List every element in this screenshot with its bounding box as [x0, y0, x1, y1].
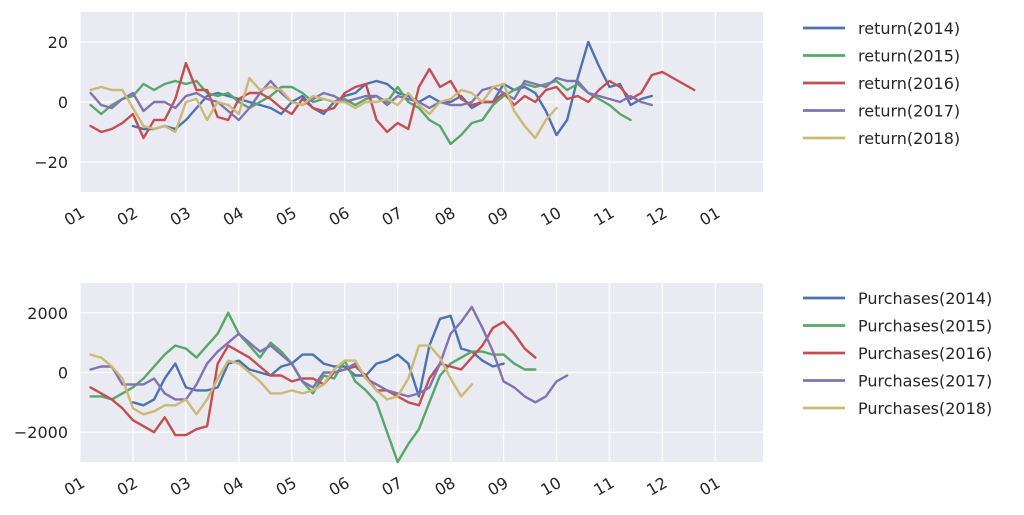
x-tick-label: 03	[167, 473, 194, 500]
x-tick-label: 04	[220, 473, 247, 500]
x-tick-label: 11	[590, 473, 617, 500]
y-tick-label: −20	[34, 153, 68, 172]
legend-label: return(2014)	[858, 19, 960, 38]
x-tick-label: 07	[379, 473, 406, 500]
return-chart: −20 0 20 01 02 03 04 05 06 07 08 09 10 11 12 01 return(2…	[34, 12, 960, 230]
x-tick-label: 06	[326, 203, 353, 230]
x-tick-label: 05	[273, 473, 300, 500]
x-tick-label: 09	[484, 203, 511, 230]
legend-label: return(2016)	[858, 74, 960, 93]
legend-label: Purchases(2016)	[858, 344, 992, 363]
series-line	[89, 311, 537, 464]
legend-label: Purchases(2014)	[858, 289, 992, 308]
y-tick-label: 0	[58, 364, 68, 383]
series-line	[89, 305, 569, 404]
x-tick-label: 04	[220, 203, 247, 230]
x-tick-label: 10	[537, 203, 564, 230]
x-tick-label: 05	[273, 203, 300, 230]
x-tick-label: 01	[61, 203, 88, 230]
x-tick-label: 06	[326, 473, 353, 500]
series-line	[89, 61, 696, 140]
x-tick-label: 09	[484, 473, 511, 500]
series-line	[89, 320, 537, 437]
y-tick-label: 20	[48, 33, 68, 52]
x-tick-label: 01	[61, 473, 88, 500]
legend-label: return(2017)	[858, 102, 960, 121]
x-tick-label: 08	[431, 473, 458, 500]
legend-label: Purchases(2017)	[858, 372, 992, 391]
x-tick-label: 02	[114, 473, 141, 500]
x-tick-label: 12	[643, 473, 670, 500]
legend-label: return(2018)	[858, 129, 960, 148]
x-tick-label: 01	[696, 473, 723, 500]
x-tick-label: 12	[643, 203, 670, 230]
x-tick-label: 07	[379, 203, 406, 230]
x-tick-label: 11	[590, 203, 617, 230]
legend-label: Purchases(2018)	[858, 399, 992, 418]
series-line	[131, 314, 505, 407]
x-tick-label: 02	[114, 203, 141, 230]
y-tick-label: −2000	[14, 423, 68, 442]
x-tick-label: 03	[167, 203, 194, 230]
y-tick-label: 0	[58, 93, 68, 112]
series-line	[131, 40, 653, 137]
series-line	[89, 344, 473, 416]
legend-label: return(2015)	[858, 47, 960, 66]
purchases-chart: −2000 0 2000 01 02 03 04 05 06 07 08 09 10 11 12 01 Purc…	[14, 283, 992, 500]
series-line	[89, 76, 653, 122]
y-tick-label: 2000	[27, 304, 68, 323]
x-tick-label: 01	[696, 203, 723, 230]
x-tick-label: 10	[537, 473, 564, 500]
legend-label: Purchases(2015)	[858, 317, 992, 336]
series-line	[89, 76, 558, 140]
x-tick-label: 08	[431, 203, 458, 230]
